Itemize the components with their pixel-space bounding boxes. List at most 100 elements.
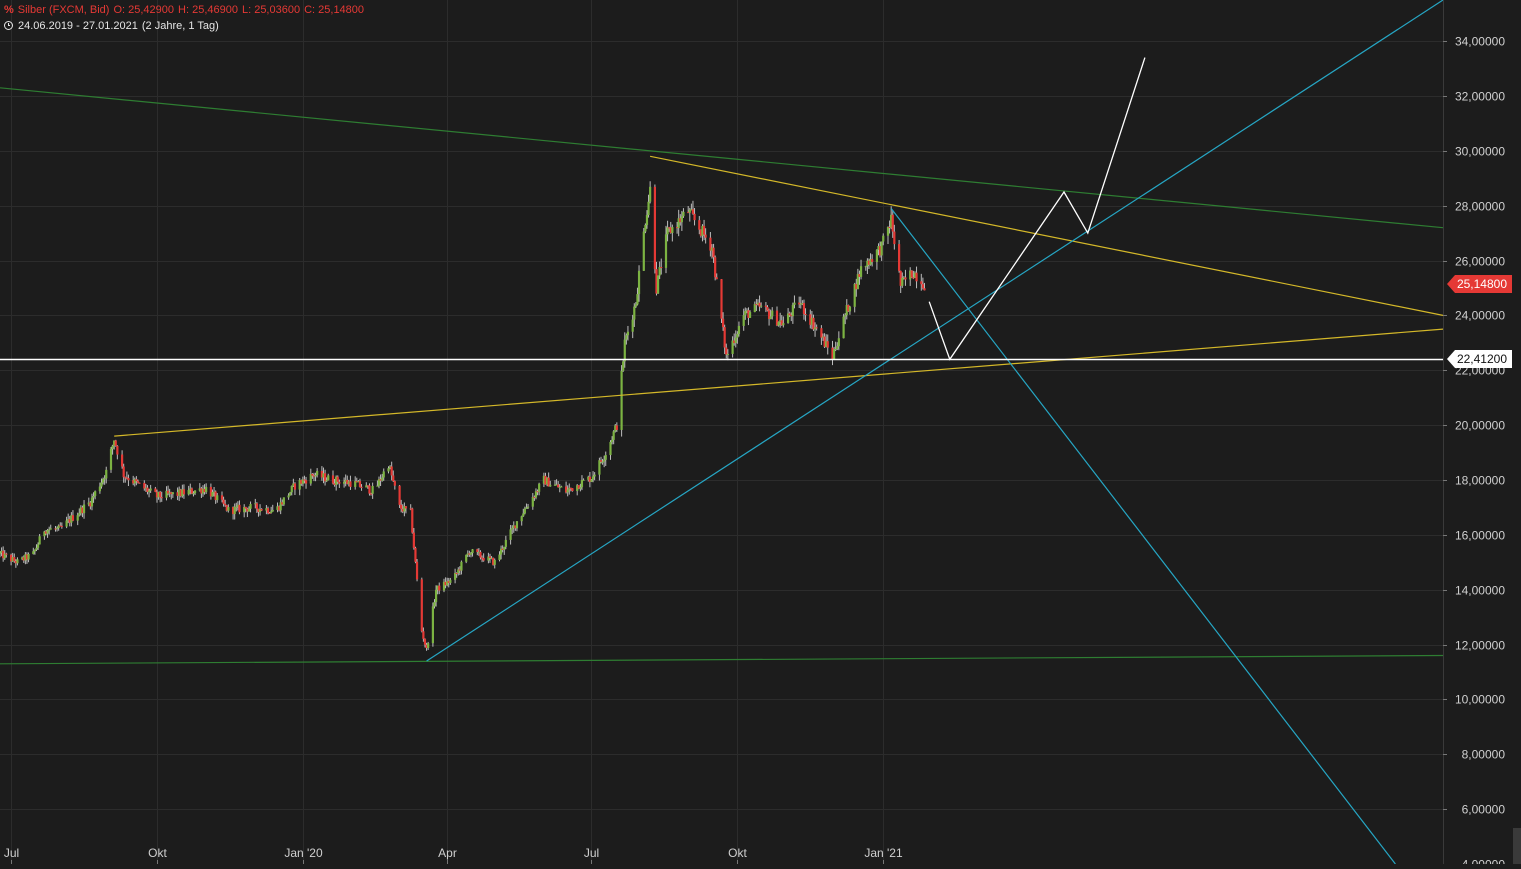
candle-down	[923, 288, 926, 291]
candle-down	[268, 512, 271, 514]
candle-up	[198, 488, 201, 491]
candle-down	[190, 488, 193, 494]
candle-down	[893, 231, 896, 245]
candle-down	[547, 477, 550, 487]
candle-up	[882, 235, 885, 242]
candle-up	[322, 473, 325, 478]
candle-up	[235, 506, 238, 508]
candle-up	[316, 471, 319, 476]
candle-up	[347, 481, 350, 484]
instrument-name[interactable]: Silber (FXCM, Bid)	[17, 4, 110, 16]
candle-down	[899, 270, 902, 286]
candle-up	[243, 506, 246, 513]
candle-down	[766, 307, 769, 311]
candle-down	[89, 502, 92, 507]
candle-up	[301, 479, 304, 484]
candle-up	[0, 550, 3, 553]
candle-up	[756, 302, 760, 305]
y-tick-label: 18,00000	[1455, 474, 1505, 488]
candle-down	[447, 581, 450, 583]
candle-up	[381, 477, 384, 481]
candle-up	[344, 479, 347, 482]
candle-down	[921, 284, 924, 289]
candle-down	[910, 270, 913, 278]
candle-up	[886, 227, 890, 236]
candle-down	[124, 477, 127, 479]
candle-up	[498, 554, 501, 560]
candle-down	[653, 186, 656, 270]
candle-up	[526, 506, 530, 508]
candle-down	[691, 209, 695, 214]
candle-down	[25, 554, 29, 560]
candle-down	[127, 478, 130, 481]
candle-down	[823, 336, 826, 347]
candle-down	[182, 489, 186, 495]
candle-up	[656, 275, 660, 294]
candle-down	[293, 483, 297, 490]
candle-up	[265, 508, 268, 511]
candle-down	[444, 581, 447, 586]
candle-down	[571, 488, 574, 492]
candle-up	[504, 539, 507, 547]
candle-down	[676, 227, 679, 229]
candle-up	[33, 549, 36, 552]
y-tick-label: 4,00000	[1462, 858, 1506, 865]
chart-icon[interactable]: %	[4, 4, 14, 16]
candle-up	[682, 211, 685, 217]
interval-label[interactable]: (2 Jahre, 1 Tag)	[141, 20, 219, 32]
candle-up	[21, 557, 24, 560]
candle-up	[377, 479, 381, 486]
candle-up	[133, 479, 136, 484]
candle-down	[660, 267, 663, 269]
candle-up	[593, 474, 596, 477]
y-tick-label: 20,00000	[1455, 419, 1505, 433]
low-value: L: 25,03600	[241, 4, 301, 16]
candle-up	[890, 214, 893, 228]
candle-up	[168, 492, 171, 494]
candle-up	[913, 272, 917, 278]
candle-up	[590, 479, 593, 482]
candle-up	[335, 476, 338, 485]
candle-up	[844, 315, 847, 317]
candle-down	[224, 503, 227, 506]
candle-down	[858, 274, 861, 277]
candle-up	[212, 491, 216, 493]
candle-up	[205, 486, 208, 493]
candle-down	[160, 497, 163, 499]
candle-up	[113, 440, 116, 446]
y-tick-label: 34,00000	[1455, 35, 1505, 49]
level-price-label-shape	[1447, 349, 1512, 368]
candle-down	[412, 532, 415, 548]
candle-down	[155, 491, 159, 498]
candle-up	[354, 481, 357, 487]
candle-up	[270, 511, 273, 514]
candle-up	[612, 431, 615, 440]
candle-up	[866, 260, 869, 267]
candle-up	[825, 341, 828, 347]
candle-down	[891, 214, 894, 232]
candle-down	[312, 475, 316, 477]
date-range[interactable]: 24.06.2019 - 27.01.2021	[18, 20, 138, 32]
candle-down	[698, 220, 701, 230]
candle-up	[745, 310, 748, 312]
candle-up	[100, 482, 103, 487]
candle-up	[848, 306, 852, 312]
candle-up	[877, 246, 880, 250]
candle-up	[247, 508, 251, 512]
x-tick-label: Okt	[728, 846, 747, 860]
candle-down	[44, 531, 48, 534]
candle-up	[553, 484, 557, 486]
candle-up	[0, 552, 2, 555]
candle-up	[11, 557, 14, 562]
candle-up	[580, 480, 584, 488]
candle-up	[365, 485, 368, 488]
candle-down	[699, 229, 702, 236]
scroll-grip[interactable]	[1513, 828, 1521, 864]
candle-up	[181, 489, 184, 497]
candle-down	[323, 473, 327, 482]
candle-down	[790, 315, 793, 317]
y-tick-label: 30,00000	[1455, 145, 1505, 159]
candle-down	[715, 277, 718, 280]
